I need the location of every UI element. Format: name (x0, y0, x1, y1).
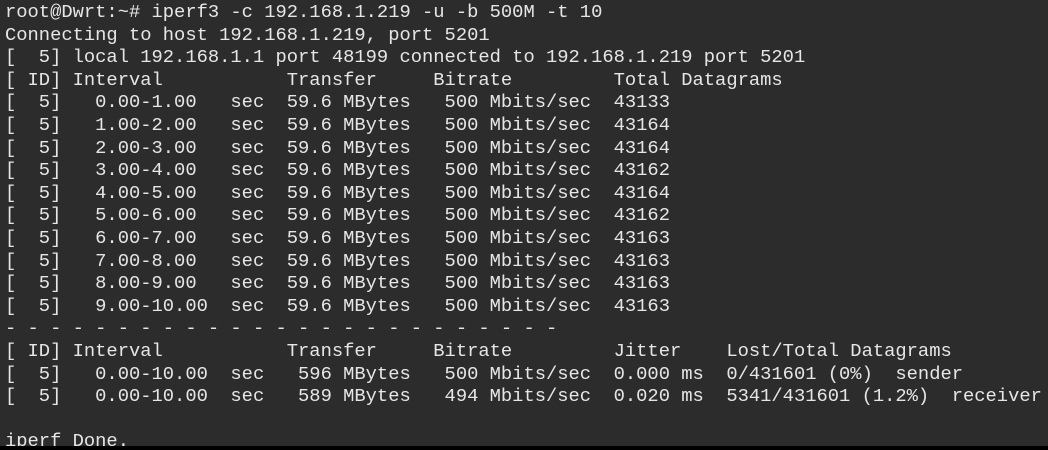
table-row: [ 5] 5.00-6.00 sec 59.6 MBytes 500 Mbits… (5, 204, 670, 227)
table-row: [ 5] 4.00-5.00 sec 59.6 MBytes 500 Mbits… (5, 181, 670, 204)
terminal-output: root@Dwrt:~# iperf3 -c 192.168.1.219 -u … (5, 1, 1042, 446)
table-row: [ 5] 3.00-4.00 sec 59.6 MBytes 500 Mbits… (5, 159, 670, 182)
command-line: root@Dwrt:~# iperf3 -c 192.168.1.219 -u … (5, 1, 603, 23)
table-row: [ 5] 0.00-1.00 sec 59.6 MBytes 500 Mbits… (5, 91, 670, 114)
summary-row-receiver: [ 5] 0.00-10.00 sec 589 MBytes 494 Mbits… (5, 385, 1042, 408)
table-header: [ ID] Interval Transfer Bitrate Total Da… (5, 68, 783, 91)
table-row: [ 5] 1.00-2.00 sec 59.6 MBytes 500 Mbits… (5, 113, 670, 136)
output-line: Connecting to host 192.168.1.219, port 5… (5, 23, 490, 46)
table-row: [ 5] 8.00-9.00 sec 59.6 MBytes 500 Mbits… (5, 272, 670, 295)
done-line: iperf Done. (5, 430, 129, 446)
blank-line (5, 408, 1042, 431)
separator-line: - - - - - - - - - - - - - - - - - - - - … (5, 317, 558, 340)
table-row: [ 5] 9.00-10.00 sec 59.6 MBytes 500 Mbit… (5, 294, 670, 317)
table-row: [ 5] 7.00-8.00 sec 59.6 MBytes 500 Mbits… (5, 249, 670, 272)
summary-header: [ ID] Interval Transfer Bitrate Jitter L… (5, 339, 952, 362)
table-row: [ 5] 2.00-3.00 sec 59.6 MBytes 500 Mbits… (5, 136, 670, 159)
output-line: [ 5] local 192.168.1.1 port 48199 connec… (5, 46, 806, 69)
table-row: [ 5] 6.00-7.00 sec 59.6 MBytes 500 Mbits… (5, 226, 670, 249)
summary-row-sender: [ 5] 0.00-10.00 sec 596 MBytes 500 Mbits… (5, 362, 963, 385)
